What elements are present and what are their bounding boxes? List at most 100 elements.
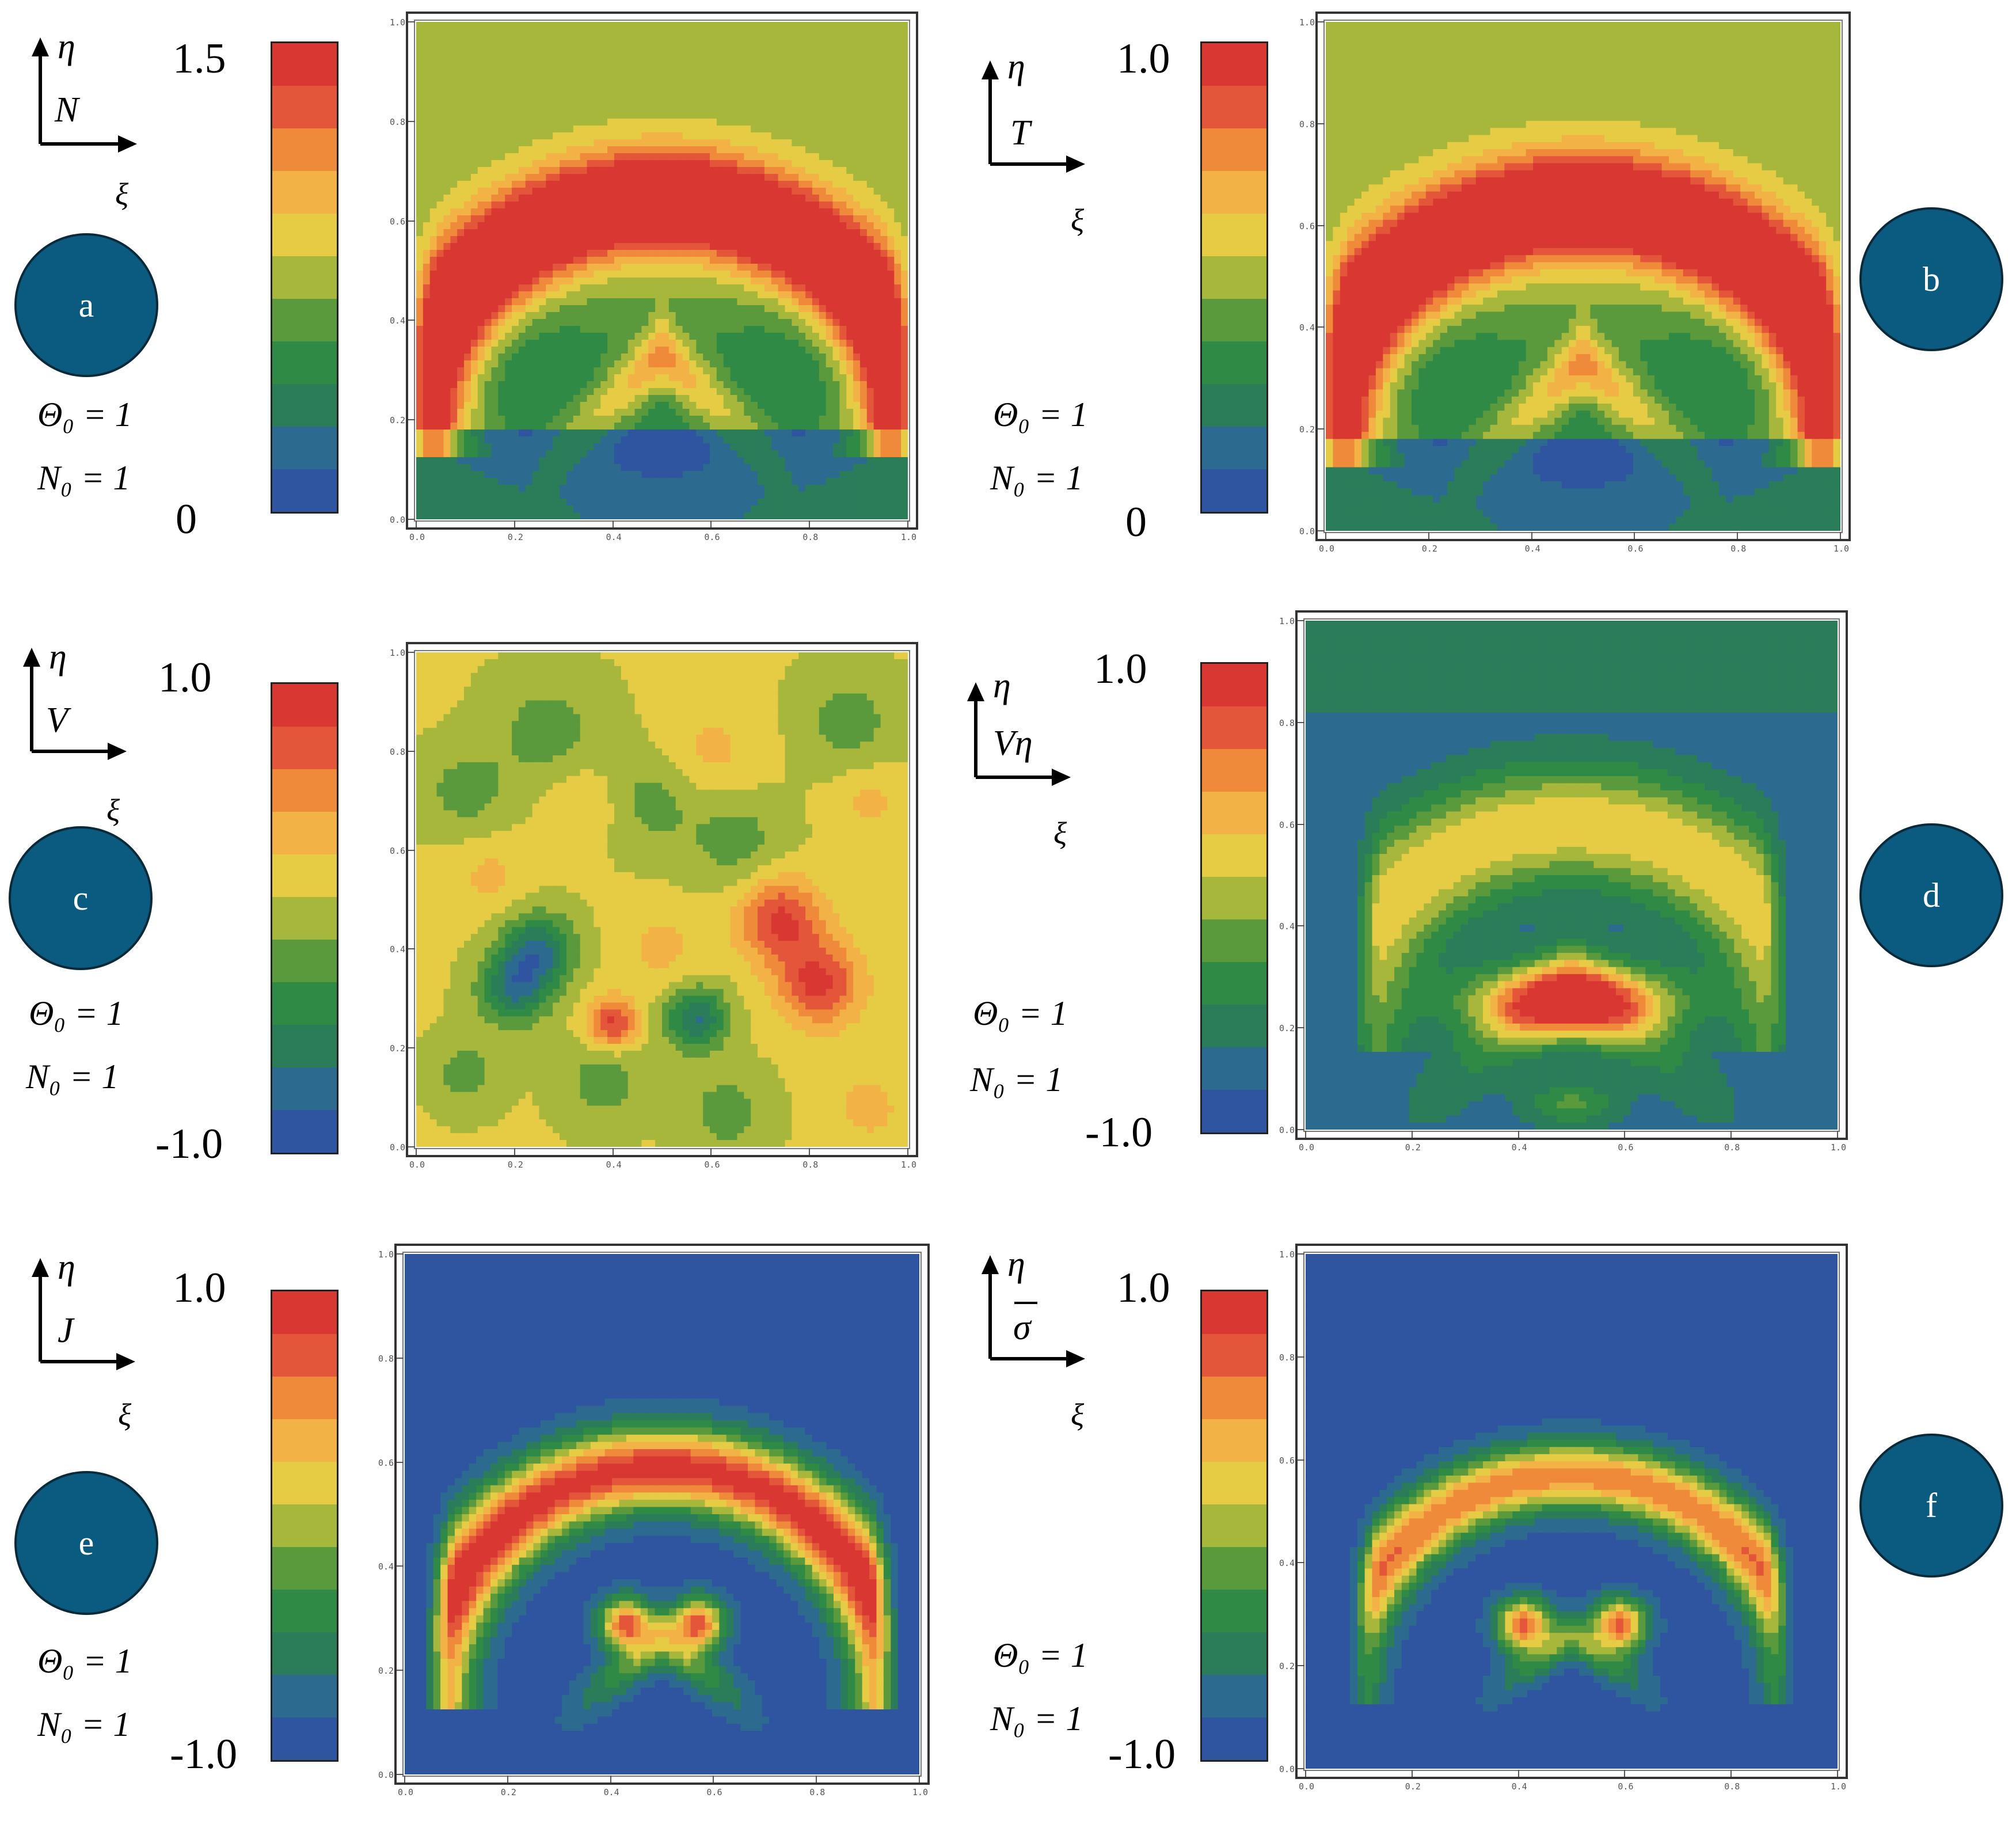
heatmap-cell	[600, 70, 608, 78]
heatmap-cell	[723, 215, 731, 223]
heatmap-cell	[457, 146, 465, 154]
heatmap-cell	[560, 43, 567, 50]
heatmap-cell	[470, 423, 478, 430]
heatmap-cell	[429, 98, 438, 105]
heatmap-cell	[866, 91, 874, 98]
heatmap-cell	[498, 243, 505, 250]
heatmap-cell	[477, 119, 485, 126]
heatmap-cell	[648, 112, 656, 119]
heatmap-cell	[798, 36, 806, 43]
heatmap-cell	[560, 195, 567, 202]
heatmap-cell	[744, 347, 751, 354]
heatmap-cell	[812, 471, 820, 478]
heatmap-cell	[737, 139, 744, 147]
heatmap-cell	[723, 388, 731, 396]
heatmap-cell	[477, 505, 485, 513]
heatmap-cell	[416, 208, 424, 216]
heatmap-cell	[859, 112, 868, 119]
heatmap-cell	[600, 512, 608, 519]
heatmap-cell	[826, 430, 834, 437]
heatmap-cell	[518, 50, 526, 57]
heatmap-cell	[853, 367, 861, 375]
heatmap-cell	[696, 50, 703, 57]
heatmap-cell	[429, 436, 438, 444]
heatmap-cell	[758, 29, 765, 36]
heatmap-cell	[600, 478, 608, 485]
heatmap-cell	[716, 298, 724, 306]
heatmap-cell	[539, 50, 546, 57]
heatmap-cell	[457, 202, 465, 209]
heatmap-cell	[853, 347, 861, 354]
heatmap-cell	[682, 499, 690, 506]
heatmap-cell	[416, 188, 424, 195]
heatmap-cell	[429, 381, 438, 389]
heatmap-cell	[805, 139, 813, 147]
heatmap-cell	[457, 22, 465, 29]
heatmap-cell	[443, 478, 451, 485]
heatmap-cell	[764, 43, 772, 50]
heatmap-cell	[771, 105, 779, 112]
heatmap-cell	[839, 63, 847, 71]
heatmap-cell	[703, 319, 710, 326]
heatmap-cell	[662, 381, 670, 389]
heatmap-cell	[505, 354, 512, 361]
heatmap-cell	[866, 499, 874, 506]
heatmap-cell	[859, 264, 868, 271]
heatmap-cell	[416, 512, 424, 519]
heatmap-cell	[573, 271, 581, 278]
heatmap-cell	[546, 77, 553, 85]
heatmap-cell	[594, 505, 601, 513]
heatmap-cell	[587, 126, 594, 133]
heatmap-cell	[662, 443, 670, 451]
heatmap-cell	[532, 430, 540, 437]
heatmap-cell	[798, 126, 806, 133]
heatmap-cell	[785, 312, 792, 320]
heatmap-cell	[703, 298, 710, 306]
heatmap-cell	[607, 132, 615, 140]
heatmap-cell	[798, 153, 806, 161]
heatmap-cell	[826, 381, 834, 389]
heatmap-cell	[641, 340, 649, 347]
heatmap-cell	[839, 105, 847, 112]
heatmap-cell	[539, 464, 546, 472]
heatmap-cell	[805, 430, 813, 437]
heatmap-cell	[491, 505, 499, 513]
heatmap-cell	[573, 409, 581, 416]
heatmap-cell	[443, 174, 451, 181]
heatmap-cell	[716, 188, 724, 195]
heatmap-cell	[641, 326, 649, 333]
heatmap-cell	[450, 243, 458, 250]
heatmap-cell	[621, 264, 629, 271]
heatmap-cell	[429, 354, 438, 361]
heatmap-cell	[846, 505, 854, 513]
heatmap-cell	[839, 485, 847, 492]
heatmap-cell	[689, 222, 697, 230]
heatmap-cell	[832, 195, 840, 202]
heatmap-cell	[737, 485, 744, 492]
heatmap-cell	[464, 354, 471, 361]
heatmap-cell	[771, 499, 779, 506]
heatmap-cell	[525, 374, 533, 382]
heatmap-cell	[464, 471, 471, 478]
heatmap-cell	[621, 312, 629, 320]
heatmap-cell	[498, 195, 505, 202]
heatmap-cell	[505, 430, 512, 437]
heatmap-cell	[627, 347, 636, 354]
heatmap-cell	[778, 512, 786, 519]
heatmap-cell	[771, 139, 779, 147]
heatmap-cell	[621, 257, 629, 264]
heatmap-cell	[832, 347, 840, 354]
heatmap-cell	[655, 77, 663, 85]
heatmap-cell	[880, 367, 888, 375]
heatmap-cell	[846, 84, 854, 92]
heatmap-cell	[423, 499, 431, 506]
heatmap-cell	[450, 202, 458, 209]
heatmap-cell	[443, 181, 451, 188]
heatmap-cell	[518, 208, 526, 216]
heatmap-cell	[873, 77, 881, 85]
heatmap-cell	[655, 153, 663, 161]
heatmap-cell	[682, 416, 690, 423]
heatmap-cell	[737, 374, 744, 382]
heatmap-cell	[798, 202, 806, 209]
heatmap-cell	[662, 119, 670, 126]
